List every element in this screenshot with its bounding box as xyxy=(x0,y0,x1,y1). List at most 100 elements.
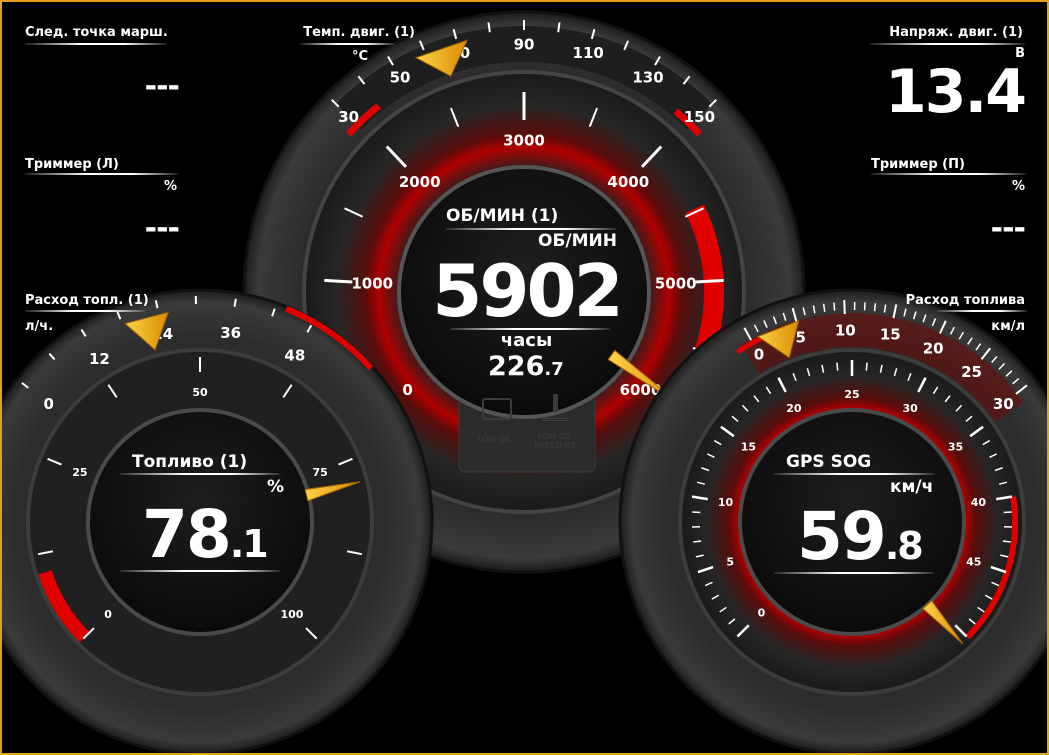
next-waypoint-label: След. точка марш. xyxy=(25,25,168,40)
divider xyxy=(25,310,145,312)
fuel-economy-minor-tick xyxy=(802,307,806,316)
fuel-level-unit: % xyxy=(267,477,285,497)
fuel-tick-label: 0 xyxy=(104,608,112,621)
sog-minor-tick xyxy=(719,606,727,613)
fuel-economy-minor-tick xyxy=(883,304,887,313)
sog-minor-tick xyxy=(765,386,772,395)
sog-minor-tick xyxy=(968,618,976,625)
sog-minor-tick xyxy=(1000,554,1009,558)
fuel-center-disc xyxy=(86,408,314,636)
sog-minor-tick xyxy=(696,481,705,485)
temp-tick-label: 130 xyxy=(632,69,663,87)
fuel-rate-tick xyxy=(116,311,122,320)
fuel-red-zone xyxy=(38,570,90,643)
fuel-economy-major-tick xyxy=(980,347,991,360)
sog-minor-tick xyxy=(704,581,713,587)
temp-tick xyxy=(387,55,394,66)
temp-tick xyxy=(623,40,630,51)
fuel-rate-tick-label: 36 xyxy=(220,324,241,342)
sog-tick-label: 5 xyxy=(726,556,734,569)
fuel-tick-label: 100 xyxy=(280,608,303,621)
fuel-level-title: Топливо (1) xyxy=(132,452,248,472)
sog-minor-tick xyxy=(806,368,811,377)
fuel-rate-tick xyxy=(48,352,56,361)
sog-gauge: 0 5 10 15 20 25 30 0 5 10 15 20 25 30 35 40 45 xyxy=(618,288,1047,753)
rpm-unit: ОБ/МИН xyxy=(538,231,617,251)
sog-minor-tick xyxy=(731,415,739,423)
fuel-tick-label: 25 xyxy=(72,466,87,479)
temp-scale-band xyxy=(335,26,713,130)
sog-minor-tick xyxy=(693,540,702,543)
sog-minor-tick xyxy=(932,386,939,395)
low-oil-icon: LOW OIL xyxy=(477,435,513,444)
sog-minor-tick xyxy=(728,618,736,625)
sog-major-tick xyxy=(691,495,708,501)
fuel-rate-tick xyxy=(21,382,29,389)
fuel-economy-minor-tick xyxy=(772,316,778,325)
sog-major-tick xyxy=(736,624,750,638)
sog-tick-label: 10 xyxy=(718,496,734,509)
temp-tick-label: 110 xyxy=(573,44,604,62)
sog-minor-tick xyxy=(893,368,898,377)
temp-needle xyxy=(414,39,468,77)
temp-tick-label: 50 xyxy=(390,69,411,87)
sog-minor-tick xyxy=(955,404,963,412)
trim-right-label: Триммер (П) xyxy=(871,157,965,172)
rpm-value: 5902 xyxy=(432,249,623,333)
sog-minor-tick xyxy=(944,395,951,403)
fuel-tick xyxy=(305,627,318,640)
fuel-economy-major-tick xyxy=(892,304,898,319)
sog-tick-label: 25 xyxy=(844,388,859,401)
sog-red-zone xyxy=(965,496,1018,640)
fuel-tick-label: 50 xyxy=(192,386,208,399)
fuel-tick xyxy=(47,457,62,466)
sog-major-tick xyxy=(720,425,735,438)
temp-tick xyxy=(557,22,561,33)
fuel-rate-unit: л/ч. xyxy=(25,319,54,334)
divider xyxy=(774,473,934,475)
fuel-economy-label: Расход топлива xyxy=(905,293,1025,308)
sog-minor-tick xyxy=(701,467,710,472)
temp-tick-label: 150 xyxy=(684,108,715,126)
sog-major-tick xyxy=(917,377,927,393)
sog-tick-label: 45 xyxy=(966,556,981,569)
fuel-economy-tick-label: 10 xyxy=(835,322,856,340)
engine-hours-label: часы xyxy=(500,330,553,351)
rpm-minor-tick xyxy=(588,107,599,127)
fuel-rate-red-zone xyxy=(285,305,374,371)
temp-tick xyxy=(708,98,718,108)
sog-minor-tick xyxy=(994,467,1003,472)
rpm-major-tick xyxy=(385,145,408,168)
sog-int: 59 xyxy=(797,498,887,575)
fuel-tick xyxy=(338,457,353,466)
sog-tick-label: 0 xyxy=(758,606,766,619)
temp-tick xyxy=(682,75,691,85)
fuel-tick xyxy=(346,550,363,556)
fuel-level-dec: .1 xyxy=(229,522,269,566)
fuel-economy-minor-tick xyxy=(782,312,787,321)
fuel-rate-tick xyxy=(80,329,87,337)
sog-unit: км/ч xyxy=(890,477,934,497)
rpm-tick-label: 0 xyxy=(402,381,412,399)
rpm-major-tick xyxy=(695,278,724,284)
fuel-rate-label: Расход топл. (1) xyxy=(25,293,149,308)
divider xyxy=(120,473,280,475)
fuel-rate-tick xyxy=(233,298,237,307)
fuel-level-int: 78 xyxy=(142,496,232,573)
fuel-economy-tick-label: 25 xyxy=(961,363,982,381)
fuel-economy-minor-tick xyxy=(812,305,816,314)
fuel-economy-minor-tick xyxy=(949,326,955,335)
engine-temp-label: Темп. двиг. (1) xyxy=(303,25,415,40)
temp-tick xyxy=(654,55,661,66)
divider xyxy=(25,43,167,45)
sog-minor-tick xyxy=(965,415,973,423)
sog-minor-tick xyxy=(991,581,1000,587)
temp-tick xyxy=(330,98,340,108)
sog-dec: .8 xyxy=(884,524,924,568)
sog-major-tick xyxy=(954,624,968,638)
fuel-economy-minor-tick xyxy=(958,331,964,340)
fuel-economy-major-tick xyxy=(1015,384,1028,395)
fuel-economy-minor-tick xyxy=(763,320,768,329)
